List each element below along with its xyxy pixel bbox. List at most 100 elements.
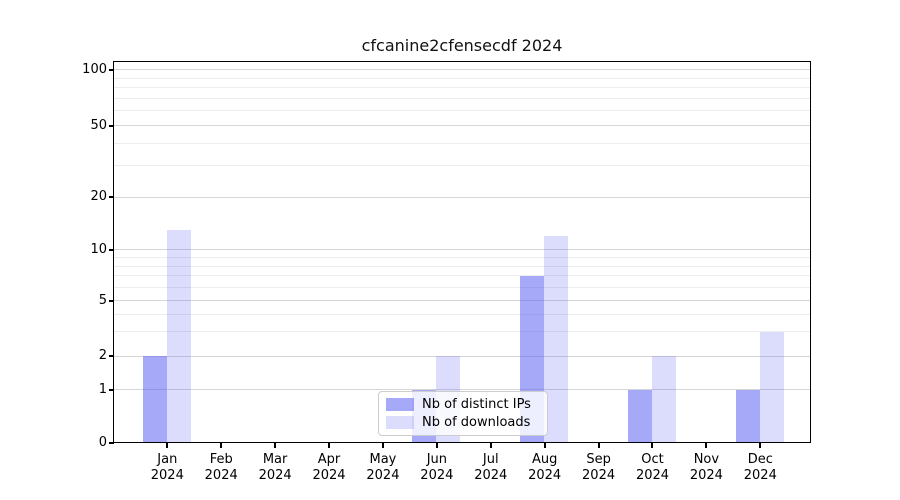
gridline-minor: [114, 110, 811, 112]
x-tick-label-month: Nov: [693, 452, 720, 467]
x-tick-label-month: Mar: [262, 452, 288, 467]
x-tick-label: Feb 2024: [189, 452, 253, 484]
gridline-minor: [114, 77, 811, 79]
bar-distinct-ips: [735, 389, 760, 443]
x-tick-label-month: Dec: [747, 452, 773, 467]
gridline-minor: [114, 331, 811, 333]
y-tick-label: 50: [90, 117, 107, 133]
y-tick-label: 20: [90, 189, 107, 204]
y-tick-label: 10: [90, 241, 107, 257]
x-tick-label-year: 2024: [150, 468, 184, 483]
y-tick-label: 0: [98, 435, 107, 450]
x-tick-mark: [759, 443, 762, 448]
bar-downloads: [759, 331, 784, 443]
legend-item-distinct-ips: Nb of distinct IPs: [386, 396, 538, 413]
x-tick-label: May 2024: [351, 452, 415, 484]
x-tick-label: Mar 2024: [243, 452, 307, 484]
bar-downloads: [651, 356, 676, 443]
x-tick-mark: [597, 443, 600, 448]
y-tick-mark: [109, 248, 114, 251]
gridline-major: [114, 69, 811, 71]
legend-label-downloads: Nb of downloads: [422, 415, 531, 430]
y-tick-mark: [109, 124, 114, 127]
x-tick-label-month: Jul: [482, 452, 499, 467]
x-tick-label-month: May: [369, 452, 397, 467]
x-tick-label: Apr 2024: [297, 452, 361, 484]
y-tick-mark: [109, 355, 114, 358]
x-tick-label-month: Jun: [426, 452, 447, 467]
legend-swatch-downloads: [386, 416, 414, 429]
bar-downloads: [166, 229, 191, 443]
x-tick-label-month: Sep: [586, 452, 611, 467]
bar-distinct-ips: [142, 356, 167, 443]
x-tick-label-year: 2024: [635, 468, 670, 483]
x-tick-label-month: Apr: [317, 452, 341, 467]
x-tick-label-year: 2024: [420, 468, 454, 483]
gridline-major: [114, 196, 811, 198]
x-tick-label: Dec 2024: [728, 452, 792, 484]
gridline-minor: [114, 256, 811, 258]
legend-swatch-distinct-ips: [386, 398, 414, 411]
y-tick-label: 5: [98, 292, 107, 308]
gridline-minor: [114, 98, 811, 100]
y-tick-mark: [109, 388, 114, 391]
legend-item-downloads: Nb of downloads: [386, 414, 538, 431]
y-tick-mark: [109, 68, 114, 71]
x-tick-label-month: Jan: [157, 452, 178, 467]
x-tick-mark: [705, 443, 708, 448]
x-tick-mark: [328, 443, 331, 448]
x-tick-mark: [489, 443, 492, 448]
x-tick-label: Jun 2024: [405, 452, 469, 484]
x-tick-mark: [651, 443, 654, 448]
x-tick-label-year: 2024: [582, 468, 616, 483]
x-tick-label-year: 2024: [689, 468, 723, 483]
x-tick-label-month: Feb: [209, 452, 233, 467]
legend: Nb of distinct IPs Nb of downloads: [378, 391, 548, 436]
x-tick-label: Nov 2024: [674, 452, 738, 484]
x-tick-label-year: 2024: [474, 468, 508, 483]
bar-downloads: [544, 235, 569, 443]
gridline-major: [114, 300, 811, 302]
x-tick-label-year: 2024: [258, 468, 292, 483]
y-tick-mark: [109, 196, 114, 198]
x-tick-label-month: Oct: [641, 452, 664, 467]
y-tick-label: 2: [98, 348, 107, 364]
y-tick-mark: [109, 442, 114, 444]
x-tick-label-year: 2024: [312, 468, 346, 483]
x-tick-label-year: 2024: [743, 468, 777, 483]
bar-distinct-ips: [627, 389, 652, 443]
gridline-major: [114, 389, 811, 391]
x-tick-label: Jul 2024: [459, 452, 523, 484]
plot-area: [114, 61, 811, 443]
gridline-major: [114, 249, 811, 251]
x-tick-mark: [274, 443, 277, 448]
x-tick-label-year: 2024: [528, 468, 562, 483]
chart-title: cfcanine2cfensecdf 2024: [361, 36, 563, 55]
gridline-major: [114, 125, 811, 127]
x-tick-label-year: 2024: [204, 468, 238, 483]
gridline-minor: [114, 265, 811, 267]
y-tick-label: 100: [82, 61, 107, 77]
gridline-minor: [114, 87, 811, 89]
x-tick-label-year: 2024: [366, 468, 400, 483]
gridline-minor: [114, 275, 811, 277]
gridline-major: [114, 355, 811, 357]
x-tick-label: Oct 2024: [620, 452, 684, 484]
x-tick-label: Jan 2024: [135, 452, 199, 484]
gridline-minor: [114, 164, 811, 166]
gridline-minor: [114, 313, 811, 315]
legend-label-distinct-ips: Nb of distinct IPs: [422, 397, 531, 412]
y-tick-mark: [109, 299, 114, 302]
x-tick-label: Sep 2024: [567, 452, 631, 484]
gridline-minor: [114, 286, 811, 288]
x-tick-label: Aug 2024: [513, 452, 577, 484]
x-tick-mark: [220, 443, 223, 448]
gridline-minor: [114, 142, 811, 144]
x-tick-mark: [543, 443, 546, 448]
x-tick-mark: [435, 443, 438, 448]
x-tick-mark: [166, 443, 169, 448]
x-tick-mark: [381, 443, 384, 448]
x-tick-label-month: Aug: [531, 452, 558, 467]
y-tick-label: 1: [98, 381, 107, 397]
